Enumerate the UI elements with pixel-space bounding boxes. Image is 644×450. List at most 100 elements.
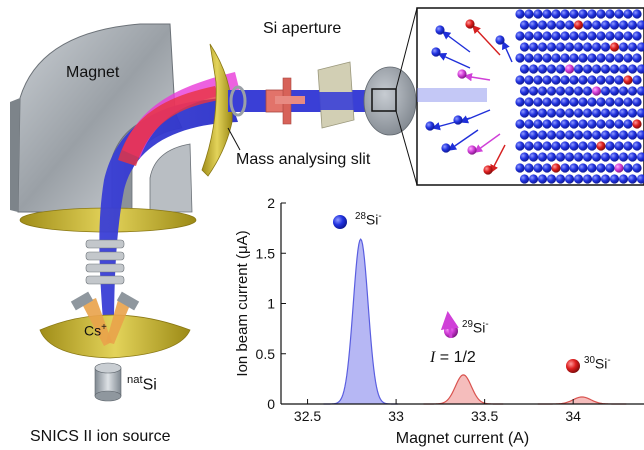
lattice-atom [537,20,548,30]
lattice-atom [560,53,570,63]
sputter-arrow [459,109,491,124]
lattice-atom [569,53,579,63]
lattice-atom [618,108,629,118]
lattice-atom [560,75,570,85]
cs-ion-charge: + [101,322,107,333]
lattice-atom [582,174,593,184]
lattice-atom [555,174,566,184]
lattice-atom [551,119,561,129]
si28-label: 28Si- [355,211,382,228]
lattice-atom [582,64,593,74]
x-tick-label: 33.5 [471,408,498,424]
lattice-atom [591,42,602,52]
lattice-atom [582,108,593,118]
zoom-beam [417,88,487,102]
cs-ion-label: Cs+ [84,322,107,339]
y-tick-label: 1.5 [256,245,276,261]
lattice-atom [542,53,552,63]
lattice-atom [591,86,602,96]
lattice-atom [537,42,548,52]
lattice-atom [555,130,566,140]
lattice-atom [569,75,579,85]
lattice-atom [533,75,543,85]
lattice-atom [636,152,644,162]
lattice-atom [600,108,611,118]
lattice-atom [546,130,557,140]
y-tick-label: 0.5 [256,346,276,362]
sputter-arrow [447,129,479,151]
sputtered-ion [453,115,463,125]
lattice-atom [636,86,644,96]
lattice-atom [587,9,597,19]
lattice-atom [542,141,552,151]
lattice-atom [564,86,575,96]
lattice-atom [519,108,530,118]
x-tick-label: 32.5 [294,408,321,424]
si28-atom-icon [333,215,347,229]
lattice-atom [587,119,597,129]
sputter-arrow [502,40,513,63]
lattice-atom [636,64,644,74]
peak-outline-28Si- [323,238,398,405]
lattice-atom [591,108,602,118]
sputter-arrow [441,31,471,53]
si29-base: Si [472,319,486,336]
lattice-atom [614,163,624,173]
lattice-atom [605,163,615,173]
lattice-atom [609,86,620,96]
si30-base: Si [594,355,608,372]
si-cathode [94,362,122,402]
lattice-atom [564,20,575,30]
lattice-atom [578,75,588,85]
sputtered-ion [495,35,505,45]
lattice-atom [614,31,624,41]
lattice-atom [609,174,620,184]
lattice-atom [528,42,539,52]
lattice-atom [546,86,557,96]
einzel-lens [85,239,125,285]
lattice-atom [587,163,597,173]
lattice-atom [627,152,638,162]
spin-arrow-icon [440,311,459,339]
si28-sup: 28 [355,211,366,222]
lattice-atom [564,174,575,184]
lattice-atom [515,31,525,41]
lattice-atom [564,64,575,74]
lattice-atom [524,141,534,151]
lattice-atom [560,141,570,151]
sputtered-ions [425,19,513,175]
lattice-atom [578,97,588,107]
magnet-label: Magnet [66,64,120,81]
slit-leader [227,127,241,151]
lattice-atom [636,174,644,184]
lattice-atom [600,86,611,96]
beamline-illustration [10,7,418,402]
lattice-atom [555,152,566,162]
lattice-atom [614,141,624,151]
lattice-atom [528,20,539,30]
lattice-atom [560,119,570,129]
lattice-atom [515,75,525,85]
lattice-atom [609,42,620,52]
lattice-atom [555,20,566,30]
lattice-atom [564,42,575,52]
lattice-atom [605,141,615,151]
lattice-atom [627,108,638,118]
lattice-atom [632,141,642,151]
lattice-atom [596,75,606,85]
si-aperture-label: Si aperture [263,20,342,37]
lattice-atom [587,141,597,151]
lattice-atom [632,9,642,19]
lattice-atom [546,108,557,118]
spectrum-chart: 32.5 33 33.5 34 0 0.5 1 1.5 2 Magnet current (A… [234,195,644,447]
lattice-atom [600,152,611,162]
lattice-atom [587,97,597,107]
lattice-atom [632,31,642,41]
lattice-atom [533,53,543,63]
lattice-atom [546,174,557,184]
lattice-atom [627,86,638,96]
lattice-atom [605,119,615,129]
lattice-atom [551,163,561,173]
sputter-arrow [437,53,471,69]
lattice-atom [618,174,629,184]
